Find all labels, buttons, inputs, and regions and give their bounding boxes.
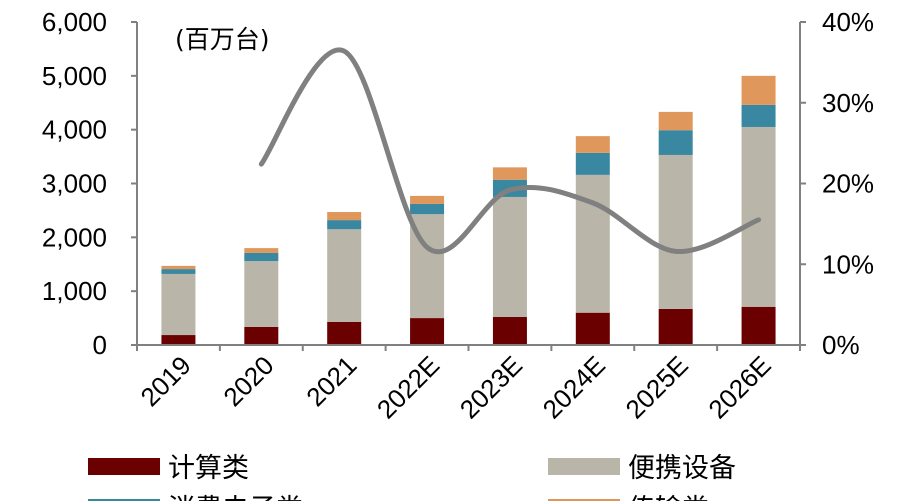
bar-2024E-series-2	[575, 152, 610, 175]
x-tick-label: 2021	[300, 350, 362, 412]
legend-swatch-1	[548, 458, 620, 475]
right-tick-label: 30%	[822, 88, 874, 118]
x-tick-label: 2026E	[702, 350, 776, 424]
bar-2020-series-2	[244, 252, 279, 262]
legend-swatch-3	[548, 499, 620, 501]
bar-2026E-series-2	[741, 104, 776, 127]
bar-2022E-series-0	[410, 318, 445, 345]
bar-2021-series-1	[327, 229, 362, 322]
left-tick-label: 6,000	[42, 7, 107, 37]
legend-label-0: 计算类	[168, 453, 249, 484]
left-tick-label: 5,000	[42, 61, 107, 91]
legend-label-3: 传输类	[628, 494, 709, 501]
legend-label-2: 消费电子类	[168, 494, 303, 501]
bar-2021-series-3	[327, 212, 362, 221]
growth-rate-line	[258, 47, 762, 255]
x-tick-label: 2020	[217, 350, 279, 412]
bar-2024E-series-3	[575, 136, 610, 153]
bar-2019-series-1	[161, 273, 196, 336]
bar-2020-series-3	[244, 248, 279, 253]
x-tick-label: 2022E	[371, 350, 445, 424]
bar-2019-series-3	[161, 265, 196, 270]
left-tick-label: 0	[93, 330, 107, 360]
bar-2022E-series-3	[410, 195, 445, 204]
bar-2026E-series-1	[741, 126, 776, 307]
x-tick-label: 2023E	[454, 350, 528, 424]
x-tick-label: 2024E	[537, 350, 611, 424]
left-tick-label: 2,000	[42, 222, 107, 252]
left-tick-label: 4,000	[42, 115, 107, 145]
bar-2022E-series-2	[410, 203, 445, 215]
bar-2020-series-1	[244, 261, 279, 327]
bar-2024E-series-1	[575, 174, 610, 313]
bar-2023E-series-0	[492, 317, 527, 345]
bar-2025E-series-3	[658, 111, 693, 131]
x-tick-label: 2025E	[620, 350, 694, 424]
legend-label-1: 便携设备	[628, 453, 736, 484]
bar-2026E-series-0	[741, 306, 776, 345]
x-tick-label: 2019	[135, 350, 197, 412]
bar-2024E-series-0	[575, 312, 610, 345]
bar-2026E-series-3	[741, 75, 776, 105]
bar-2025E-series-2	[658, 130, 693, 155]
left-tick-label: 1,000	[42, 276, 107, 306]
bar-2019-series-2	[161, 269, 196, 274]
legend-swatch-0	[88, 458, 160, 475]
right-tick-label: 0%	[822, 330, 860, 360]
right-tick-label: 10%	[822, 249, 874, 279]
legend-swatch-2	[88, 499, 160, 501]
bar-2019-series-0	[161, 335, 196, 345]
bar-2025E-series-0	[658, 308, 693, 345]
left-tick-label: 3,000	[42, 169, 107, 199]
bar-2020-series-0	[244, 326, 279, 345]
bar-2025E-series-1	[658, 154, 693, 309]
bar-2023E-series-1	[492, 196, 527, 318]
bar-2023E-series-3	[492, 167, 527, 180]
unit-label: (百万台)	[175, 25, 270, 54]
bar-2021-series-0	[327, 321, 362, 345]
bar-2021-series-2	[327, 220, 362, 230]
right-tick-label: 20%	[822, 169, 874, 199]
right-tick-label: 40%	[822, 7, 874, 37]
